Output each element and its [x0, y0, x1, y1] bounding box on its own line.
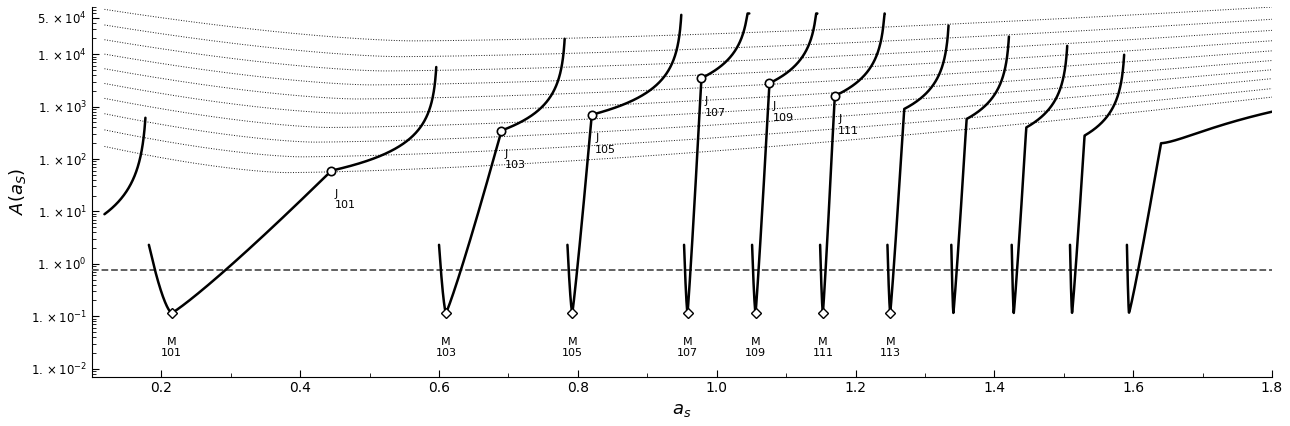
Text: M
105: M 105: [562, 337, 583, 358]
Text: J
109: J 109: [773, 101, 795, 123]
Y-axis label: $A(a_S)$: $A(a_S)$: [6, 168, 28, 216]
Text: M
113: M 113: [880, 337, 900, 358]
Text: M
101: M 101: [161, 337, 182, 358]
Text: J
105: J 105: [595, 133, 617, 155]
Text: J
103: J 103: [504, 149, 526, 170]
Text: J
111: J 111: [838, 114, 859, 136]
Text: M
111: M 111: [813, 337, 833, 358]
Text: M
103: M 103: [436, 337, 457, 358]
Text: J
107: J 107: [704, 96, 726, 118]
Text: M
107: M 107: [677, 337, 698, 358]
Text: J
101: J 101: [335, 189, 356, 210]
X-axis label: $a_s$: $a_s$: [672, 401, 691, 419]
Text: M
109: M 109: [746, 337, 766, 358]
